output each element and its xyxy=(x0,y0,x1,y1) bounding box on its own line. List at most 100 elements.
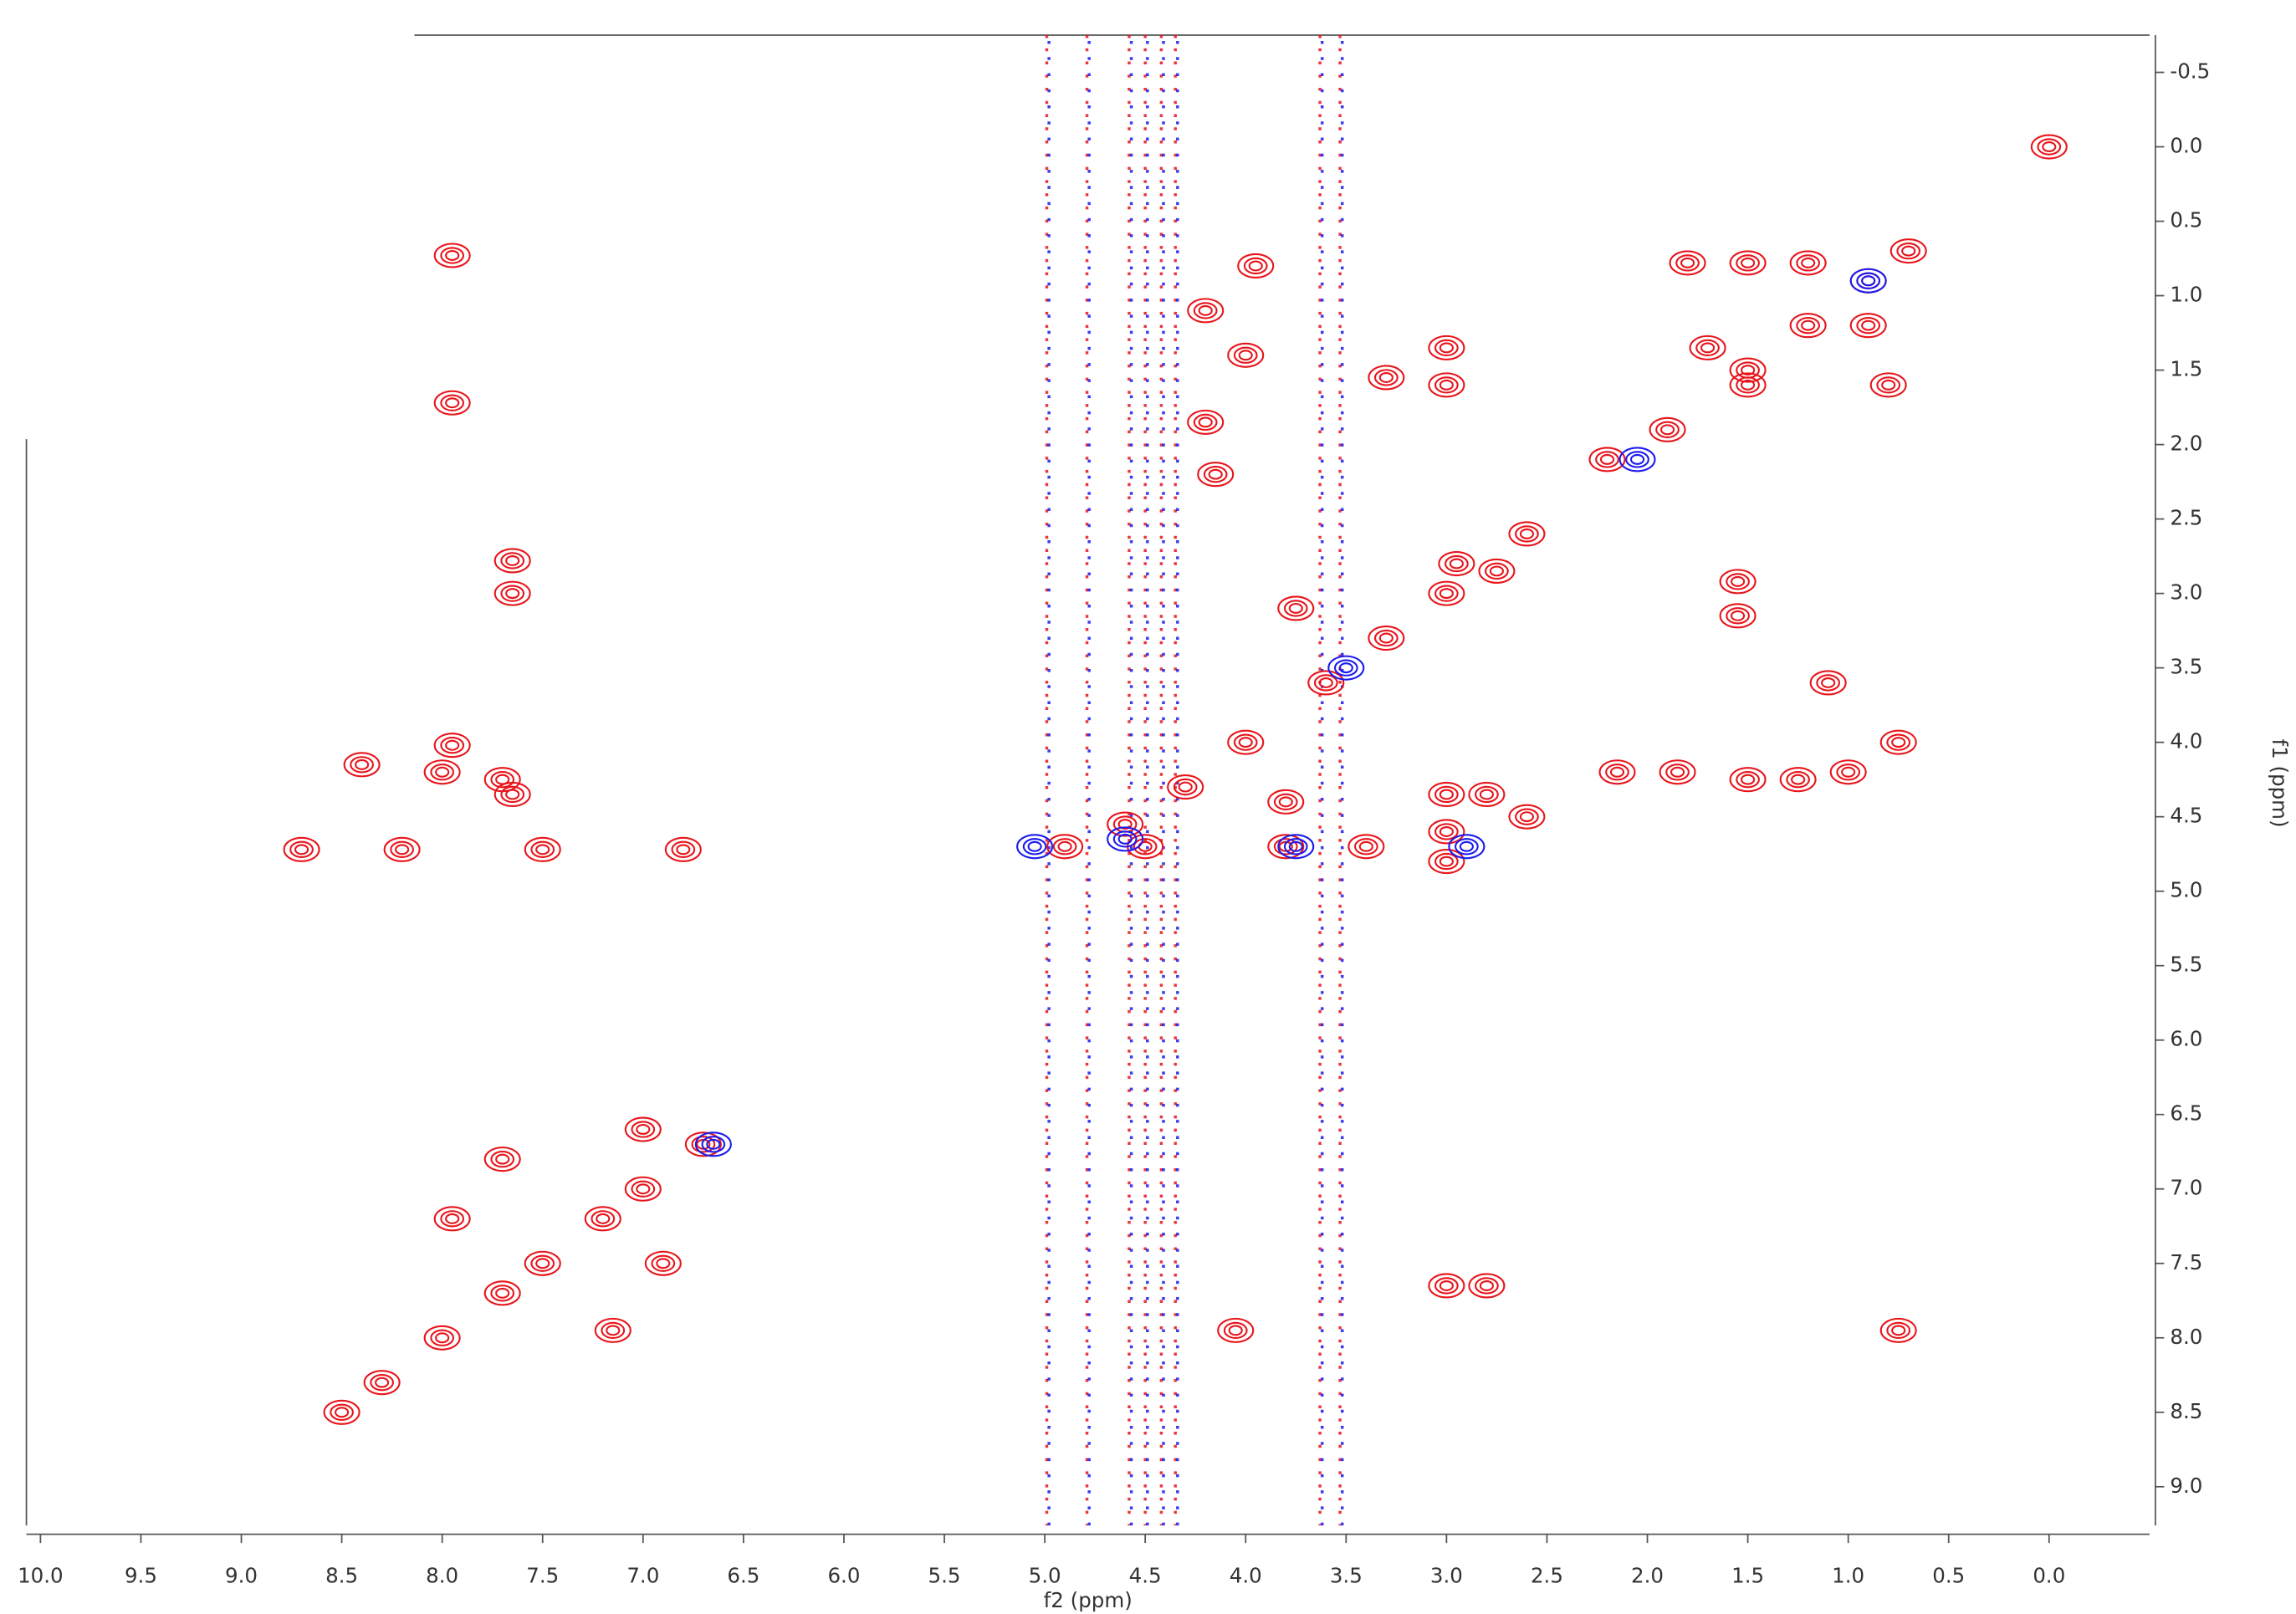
x-tick-label: 6.0 xyxy=(827,1563,860,1587)
contour xyxy=(1133,838,1158,856)
contour xyxy=(1193,302,1218,319)
contour xyxy=(1796,254,1820,272)
contour xyxy=(1729,357,1767,383)
peak xyxy=(1448,834,1485,860)
peak xyxy=(1267,834,1305,860)
contour xyxy=(483,767,521,793)
peak xyxy=(684,1131,722,1157)
y-tick-label: 7.0 xyxy=(2170,1176,2202,1200)
contour xyxy=(493,580,531,606)
peak xyxy=(1046,834,1084,860)
contour xyxy=(440,394,465,411)
x-tick-label: 7.0 xyxy=(626,1563,659,1587)
y-tick-label: 3.5 xyxy=(2170,655,2202,679)
contour xyxy=(651,1254,676,1272)
contour xyxy=(1193,413,1218,432)
y-tick-label: 1.5 xyxy=(2170,357,2202,381)
contour xyxy=(495,1287,510,1299)
contour xyxy=(1599,453,1615,465)
contour xyxy=(1459,840,1474,852)
contour xyxy=(294,844,309,856)
contour xyxy=(1625,451,1649,468)
contour xyxy=(1338,662,1353,674)
contour xyxy=(1243,257,1268,275)
contour xyxy=(1428,372,1465,398)
contour xyxy=(1327,655,1365,681)
contour xyxy=(440,247,465,264)
x-tick-label: 2.0 xyxy=(1631,1563,1664,1587)
peak xyxy=(1237,253,1275,279)
peak xyxy=(433,1206,471,1232)
contour xyxy=(1779,767,1817,793)
contour xyxy=(1736,376,1760,394)
contour xyxy=(1886,733,1911,751)
peak xyxy=(483,767,521,793)
contour xyxy=(1670,766,1685,778)
contour xyxy=(1881,379,1896,391)
contour xyxy=(656,1258,671,1269)
peak xyxy=(1227,342,1265,368)
contour xyxy=(1428,849,1465,875)
contour xyxy=(483,1280,521,1306)
peak xyxy=(483,1147,521,1172)
contour xyxy=(1358,840,1373,852)
contour xyxy=(1434,376,1459,394)
contour xyxy=(1434,852,1459,871)
contour xyxy=(1227,729,1265,755)
peak xyxy=(1588,447,1626,472)
contour xyxy=(1227,342,1265,368)
contour xyxy=(1368,365,1405,391)
contour xyxy=(1022,838,1047,856)
y-tick-label: 5.0 xyxy=(2170,878,2202,902)
contour xyxy=(1438,550,1475,577)
contour xyxy=(2030,134,2068,160)
peak xyxy=(433,390,471,416)
contour xyxy=(1107,826,1144,852)
contour xyxy=(1629,453,1645,465)
contour xyxy=(676,844,691,856)
contour xyxy=(1791,774,1806,785)
contour xyxy=(1731,575,1746,587)
contour xyxy=(1829,759,1867,785)
contour xyxy=(1373,629,1399,647)
contour xyxy=(1841,766,1856,778)
contour xyxy=(701,1136,726,1153)
contour xyxy=(1439,342,1454,354)
contour xyxy=(1891,1325,1906,1336)
contour xyxy=(500,552,525,569)
contour xyxy=(1428,781,1465,808)
contour xyxy=(1117,833,1133,845)
contour xyxy=(1277,595,1315,621)
contour xyxy=(1475,1277,1499,1295)
peak xyxy=(1428,819,1465,845)
x-tick-label: 5.5 xyxy=(928,1563,961,1587)
contour xyxy=(1237,253,1275,279)
contour xyxy=(1836,764,1861,781)
contour xyxy=(1801,257,1816,268)
contour xyxy=(1665,764,1690,781)
contour xyxy=(355,758,370,770)
contour xyxy=(1313,674,1338,692)
peak xyxy=(1217,1317,1255,1343)
contour xyxy=(1741,365,1756,376)
contour xyxy=(1307,670,1345,696)
peak xyxy=(594,1317,632,1343)
peak xyxy=(1327,655,1365,681)
contour xyxy=(1669,250,1706,276)
contour xyxy=(1649,416,1686,442)
contour xyxy=(1700,342,1716,354)
contour xyxy=(624,1116,662,1142)
contour xyxy=(1680,257,1695,268)
peak xyxy=(1107,826,1144,852)
peak xyxy=(1016,834,1054,860)
contour xyxy=(1478,558,1516,584)
peak xyxy=(1307,670,1345,696)
contour xyxy=(1434,785,1459,804)
x-tick-label: 7.5 xyxy=(526,1563,559,1587)
contour xyxy=(1879,729,1917,755)
peak xyxy=(1849,268,1887,294)
x-tick-label: 2.5 xyxy=(1531,1563,1563,1587)
contour xyxy=(691,1136,716,1153)
contour xyxy=(445,1213,460,1224)
contour xyxy=(530,1254,555,1272)
